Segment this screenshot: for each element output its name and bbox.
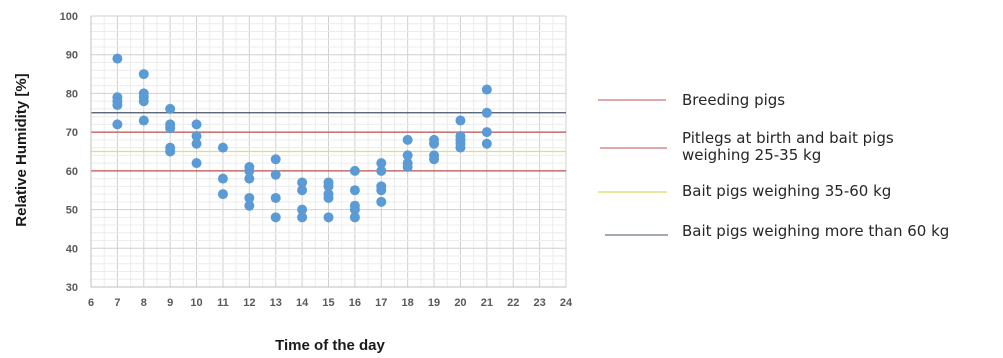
data-point [455, 142, 466, 153]
data-point [138, 69, 149, 80]
data-point [270, 169, 281, 180]
x-tick-label: 21 [481, 297, 493, 309]
data-point [217, 142, 228, 153]
x-tick-label: 20 [454, 297, 466, 309]
data-point [112, 100, 123, 111]
data-point [112, 53, 123, 64]
x-tick-label: 16 [349, 297, 361, 309]
x-tick-label: 7 [114, 297, 120, 309]
data-point [297, 212, 308, 223]
data-point [270, 192, 281, 203]
x-tick-label: 11 [217, 297, 229, 309]
y-tick-label: 30 [66, 282, 78, 294]
data-point [138, 115, 149, 126]
x-tick-label: 15 [322, 297, 334, 309]
data-point [244, 192, 255, 203]
x-tick-label: 8 [141, 297, 147, 309]
legend-label-piglets-25-35kg: Pitlegs at birth and bait pigs weighing 2… [682, 129, 894, 164]
data-point [165, 103, 176, 114]
x-tick-label: 17 [375, 297, 387, 309]
data-point [297, 185, 308, 196]
y-tick-label: 100 [60, 11, 78, 23]
data-point [376, 196, 387, 207]
data-point [165, 146, 176, 157]
data-point [323, 212, 334, 223]
data-point [297, 204, 308, 215]
x-tick-labels: 6 7 8 9 10 11 12 13 14 15 16 17 18 19 20 21 22 23 24 [88, 297, 573, 309]
y-tick-label: 90 [66, 50, 78, 62]
legend-label-bait-pigs-35-60kg: Bait pigs weighing 35-60 kg [682, 182, 891, 200]
data-point [165, 123, 176, 134]
data-point [244, 165, 255, 176]
data-point [297, 177, 308, 188]
data-point [217, 189, 228, 200]
x-tick-label: 13 [270, 297, 282, 309]
data-point [191, 138, 202, 149]
data-point [481, 138, 492, 149]
x-axis-title: Time of the day [275, 337, 385, 354]
x-tick-label: 10 [190, 297, 202, 309]
data-point [376, 185, 387, 196]
y-tick-label: 60 [66, 166, 78, 178]
x-tick-label: 12 [243, 297, 255, 309]
data-point [481, 127, 492, 138]
data-point [455, 115, 466, 126]
y-tick-label: 50 [66, 205, 78, 217]
x-tick-label: 14 [296, 297, 309, 309]
data-point [349, 204, 360, 215]
data-point [402, 161, 413, 172]
data-point [376, 165, 387, 176]
y-tick-labels: 30 40 50 60 70 80 90 100 [60, 11, 78, 294]
data-point [244, 173, 255, 184]
y-tick-label: 80 [66, 88, 78, 100]
data-point [270, 212, 281, 223]
legend-label-line: weighing 25-35 kg [682, 146, 821, 164]
data-point [481, 84, 492, 95]
data-points [112, 53, 492, 223]
data-point [429, 138, 440, 149]
data-point [402, 134, 413, 145]
y-axis-title: Relative Humidity [%] [13, 73, 30, 226]
data-point [191, 158, 202, 169]
legend-label-breeding-pigs: Breeding pigs [682, 91, 785, 109]
axes [90, 16, 566, 288]
x-tick-label: 23 [533, 297, 545, 309]
x-tick-label: 24 [560, 297, 573, 309]
data-point [217, 173, 228, 184]
data-point [349, 212, 360, 223]
legend-label-bait-pigs-over-60kg: Bait pigs weighing more than 60 kg [682, 222, 949, 240]
x-tick-label: 22 [507, 297, 519, 309]
data-point [481, 107, 492, 118]
legend-label-line: Pitlegs at birth and bait pigs [682, 129, 894, 147]
x-tick-label: 19 [428, 297, 440, 309]
data-point [349, 185, 360, 196]
data-point [402, 150, 413, 161]
x-tick-label: 9 [167, 297, 173, 309]
data-point [323, 181, 334, 192]
x-tick-label: 18 [402, 297, 414, 309]
data-point [138, 96, 149, 107]
data-point [429, 154, 440, 165]
data-point [191, 119, 202, 130]
data-point [323, 192, 334, 203]
y-tick-label: 40 [66, 243, 78, 255]
data-point [112, 119, 123, 130]
data-point [376, 158, 387, 169]
data-point [244, 200, 255, 211]
legend: Breeding pigs Pitlegs at birth and bait … [598, 91, 949, 240]
data-point [270, 154, 281, 165]
data-point [191, 131, 202, 142]
x-tick-label: 6 [88, 297, 94, 309]
data-point [349, 165, 360, 176]
y-tick-label: 70 [66, 127, 78, 139]
